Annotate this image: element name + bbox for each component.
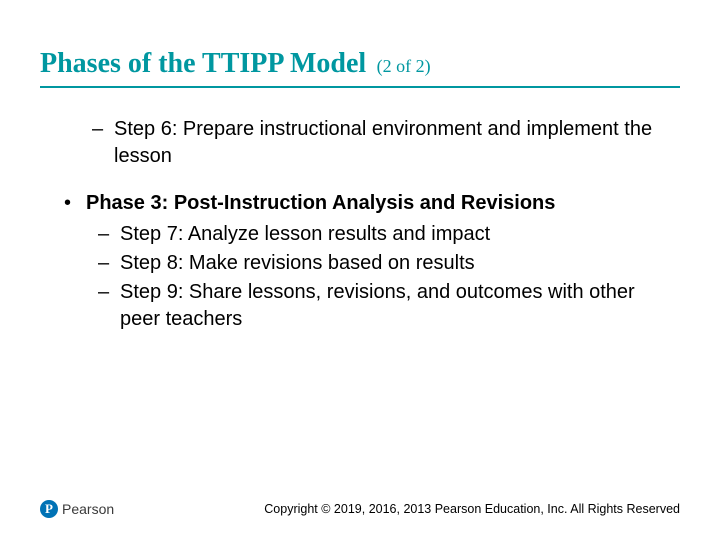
step-6: Step 6: Prepare instructional environmen… <box>40 116 680 170</box>
pearson-logo: P Pearson <box>40 500 114 518</box>
slide-body: Step 6: Prepare instructional environmen… <box>40 116 680 333</box>
step-8: Step 8: Make revisions based on results <box>86 250 680 277</box>
phase-3-label: Phase 3: Post-Instruction Analysis and R… <box>86 192 555 214</box>
slide-title: Phases of the TTIPP Model <box>40 48 366 79</box>
footer: P Pearson Copyright © 2019, 2016, 2013 P… <box>40 500 680 518</box>
pearson-logo-text: Pearson <box>62 501 114 517</box>
phase-3-item: Phase 3: Post-Instruction Analysis and R… <box>40 190 680 333</box>
step-7: Step 7: Analyze lesson results and impac… <box>86 221 680 248</box>
slide-title-suffix: (2 of 2) <box>377 56 431 76</box>
slide: Phases of the TTIPP Model (2 of 2) Step … <box>0 0 720 540</box>
title-underline: Phases of the TTIPP Model (2 of 2) <box>40 48 680 88</box>
copyright-text: Copyright © 2019, 2016, 2013 Pearson Edu… <box>264 502 680 516</box>
phase-bullet-list: Phase 3: Post-Instruction Analysis and R… <box>40 190 680 333</box>
top-dash-list: Step 6: Prepare instructional environmen… <box>40 116 680 170</box>
pearson-logo-icon: P <box>40 500 58 518</box>
phase-3-steps: Step 7: Analyze lesson results and impac… <box>86 221 680 333</box>
step-9: Step 9: Share lessons, revisions, and ou… <box>86 279 680 333</box>
